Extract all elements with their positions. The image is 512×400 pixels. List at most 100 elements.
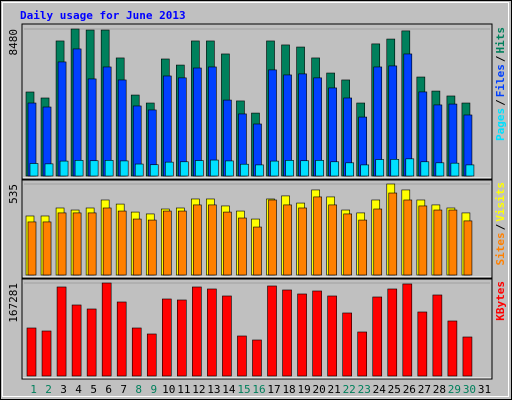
bar xyxy=(283,204,292,276)
bar xyxy=(193,204,202,276)
bar xyxy=(74,160,84,177)
bar xyxy=(300,160,309,177)
bar xyxy=(297,293,307,377)
bar xyxy=(328,204,337,276)
bar xyxy=(238,217,247,276)
bar xyxy=(162,210,172,276)
bar xyxy=(104,160,114,177)
legend-separator: / xyxy=(494,99,507,106)
x-tick-label: 24 xyxy=(373,383,387,396)
x-tick-label: 21 xyxy=(328,383,341,396)
bar xyxy=(372,296,383,377)
bar xyxy=(89,160,99,177)
bar xyxy=(298,207,307,276)
bar xyxy=(360,164,370,177)
legend-separator: / xyxy=(494,55,507,62)
bar xyxy=(161,298,172,377)
bar xyxy=(192,286,202,377)
bar xyxy=(402,283,413,377)
bar xyxy=(330,161,339,177)
bar xyxy=(207,288,217,377)
x-tick-label: 18 xyxy=(282,383,295,396)
legend: Sites /Visits xyxy=(494,182,507,266)
bar xyxy=(180,161,189,177)
bar xyxy=(101,282,112,377)
bar xyxy=(418,205,428,276)
x-tick-label: 12 xyxy=(192,383,205,396)
bar xyxy=(327,295,337,377)
bar xyxy=(72,212,82,276)
bar xyxy=(177,299,187,377)
legend: Pages/Files/Hits xyxy=(494,27,507,141)
bar xyxy=(193,67,202,177)
bar xyxy=(465,164,475,177)
bar xyxy=(29,163,39,177)
x-tick-label: 11 xyxy=(177,383,190,396)
bar xyxy=(255,164,264,177)
y-tick-label: 535 xyxy=(7,184,20,204)
bar xyxy=(285,160,294,177)
bar xyxy=(435,162,445,177)
bar xyxy=(357,331,368,377)
x-tick-label: 5 xyxy=(90,383,97,396)
bar xyxy=(282,289,292,377)
x-tick-label: 23 xyxy=(358,383,371,396)
legend-entry: Pages xyxy=(494,108,507,141)
bar xyxy=(178,210,187,276)
bar xyxy=(268,199,277,276)
bar xyxy=(210,159,219,177)
bar xyxy=(132,218,142,276)
chart-title: Daily usage for June 2013 xyxy=(20,9,186,22)
x-tick-label: 2 xyxy=(45,383,52,396)
x-tick-label: 10 xyxy=(162,383,175,396)
bar xyxy=(208,204,217,276)
legend-entry: Hits xyxy=(494,27,507,54)
bar xyxy=(41,330,52,377)
legend-entry: Visits xyxy=(494,182,507,222)
x-tick-label: 29 xyxy=(448,383,461,396)
bar xyxy=(432,294,443,377)
x-tick-label: 3 xyxy=(60,383,67,396)
x-tick-label: 1 xyxy=(30,383,37,396)
bar xyxy=(343,213,352,276)
bar xyxy=(237,335,247,377)
bar xyxy=(42,221,52,276)
bar xyxy=(373,208,383,276)
bar xyxy=(312,290,322,377)
x-tick-label: 22 xyxy=(343,383,356,396)
bar xyxy=(268,69,277,177)
legend-entry: Files xyxy=(494,64,507,97)
bar xyxy=(342,312,352,377)
x-tick-label: 8 xyxy=(135,383,142,396)
x-tick-label: 27 xyxy=(418,383,431,396)
legend-entry: KBytes xyxy=(494,281,507,321)
bar xyxy=(315,160,324,177)
bar xyxy=(86,308,97,377)
bar xyxy=(147,219,157,276)
legend-separator: / xyxy=(494,223,507,230)
bar xyxy=(225,160,234,177)
bar xyxy=(387,288,398,377)
bar xyxy=(223,211,232,276)
bar xyxy=(72,48,82,177)
bar xyxy=(433,209,443,276)
bevel xyxy=(2,2,509,397)
y-tick-label: 8480 xyxy=(7,29,20,56)
x-tick-label: 20 xyxy=(313,383,326,396)
bar xyxy=(87,212,97,276)
bar xyxy=(463,220,473,276)
bar xyxy=(56,286,67,377)
bar xyxy=(164,161,174,177)
bar xyxy=(417,311,428,377)
legend: KBytes xyxy=(494,281,507,321)
bar xyxy=(116,301,127,377)
x-tick-label: 14 xyxy=(222,383,236,396)
x-tick-label: 25 xyxy=(388,383,401,396)
bar xyxy=(27,221,37,276)
bar xyxy=(375,159,385,177)
bar xyxy=(59,160,69,177)
bar xyxy=(403,199,413,276)
bar xyxy=(162,75,172,177)
bar xyxy=(146,333,157,377)
